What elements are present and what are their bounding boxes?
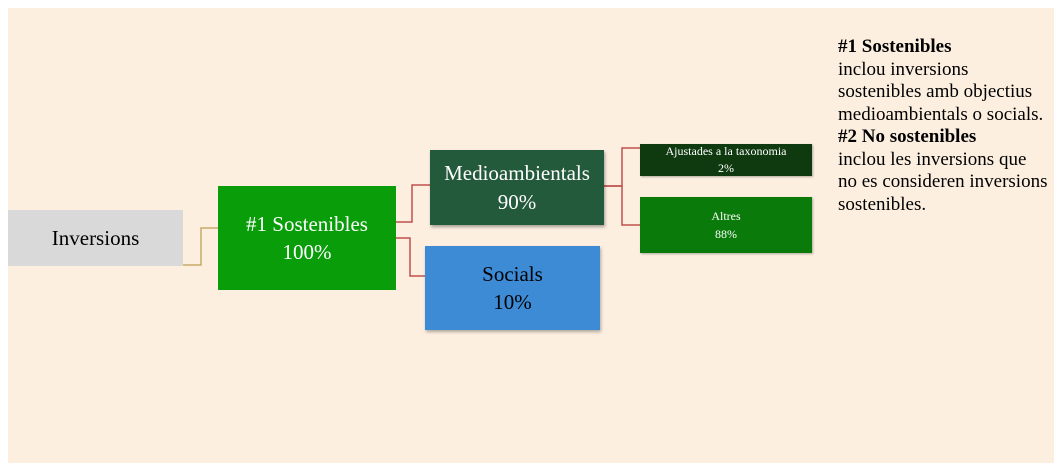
legend-item1-title: #1 Sostenibles	[838, 36, 952, 57]
node-sostenibles: #1 Sostenibles 100%	[218, 186, 396, 290]
connector-sostenibles-to-medioambientals	[396, 184, 430, 223]
legend: #1 Sostenibles inclou inversions sosteni…	[838, 36, 1048, 216]
node-inversions-label: Inversions	[51, 225, 140, 250]
node-taxonomia-label: Ajustades a la taxonomia	[665, 144, 787, 159]
node-altres-label: Altres	[711, 209, 741, 223]
node-inversions: Inversions	[8, 210, 183, 266]
node-socials: Socials 10%	[425, 246, 600, 330]
connector-sostenibles-to-socials	[396, 237, 425, 277]
connector-root-to-sostenibles	[183, 227, 218, 266]
node-taxonomia-value: 2%	[718, 161, 734, 175]
node-altres: Altres 88%	[640, 197, 812, 253]
node-medioambientals-value: 90%	[497, 189, 537, 214]
node-sostenibles-value: 100%	[282, 240, 332, 264]
node-medioambientals-label: Medioambientals	[444, 161, 590, 186]
node-socials-value: 10%	[493, 290, 532, 314]
node-sostenibles-label: #1 Sostenibles	[246, 211, 368, 236]
node-altres-value: 88%	[715, 227, 737, 241]
legend-item1-text: inclou inversions sostenibles amb object…	[838, 58, 1044, 125]
node-medioambientals: Medioambientals 90%	[430, 150, 604, 225]
legend-item2-title: #2 No sostenibles	[838, 126, 977, 147]
node-taxonomia: Ajustades a la taxonomia 2%	[640, 144, 812, 176]
legend-item2-text: inclou les inversions que no es consider…	[838, 148, 1048, 215]
connector-medioambientals-to-altres	[604, 185, 640, 226]
connector-medioambientals-to-taxonomia	[604, 147, 640, 187]
node-socials-label: Socials	[482, 261, 543, 286]
